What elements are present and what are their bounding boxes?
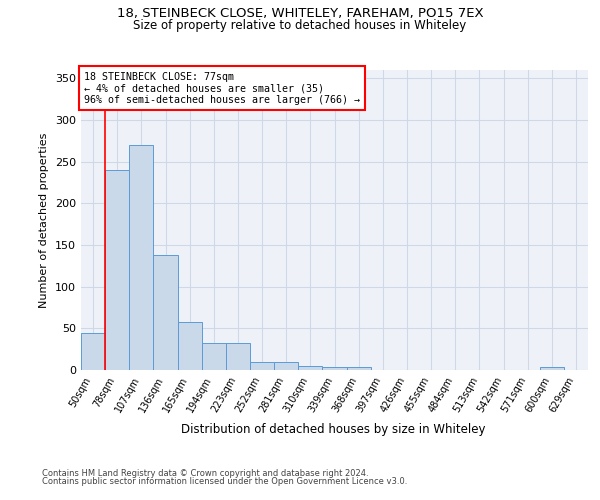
Bar [178, 322, 202, 370]
Bar [347, 366, 371, 370]
Bar [154, 255, 178, 370]
Bar [274, 362, 298, 370]
Text: Contains HM Land Registry data © Crown copyright and database right 2024.: Contains HM Land Registry data © Crown c… [42, 468, 368, 477]
Text: 18, STEINBECK CLOSE, WHITELEY, FAREHAM, PO15 7EX: 18, STEINBECK CLOSE, WHITELEY, FAREHAM, … [116, 8, 484, 20]
Bar [81, 332, 105, 370]
Text: Distribution of detached houses by size in Whiteley: Distribution of detached houses by size … [181, 422, 485, 436]
Text: 18 STEINBECK CLOSE: 77sqm
← 4% of detached houses are smaller (35)
96% of semi-d: 18 STEINBECK CLOSE: 77sqm ← 4% of detach… [83, 72, 359, 104]
Bar [298, 366, 322, 370]
Bar [322, 366, 347, 370]
Bar [250, 362, 274, 370]
Bar [105, 170, 129, 370]
Text: Contains public sector information licensed under the Open Government Licence v3: Contains public sector information licen… [42, 477, 407, 486]
Bar [540, 366, 564, 370]
Y-axis label: Number of detached properties: Number of detached properties [40, 132, 49, 308]
Bar [226, 344, 250, 370]
Bar [202, 344, 226, 370]
Text: Size of property relative to detached houses in Whiteley: Size of property relative to detached ho… [133, 19, 467, 32]
Bar [129, 145, 154, 370]
